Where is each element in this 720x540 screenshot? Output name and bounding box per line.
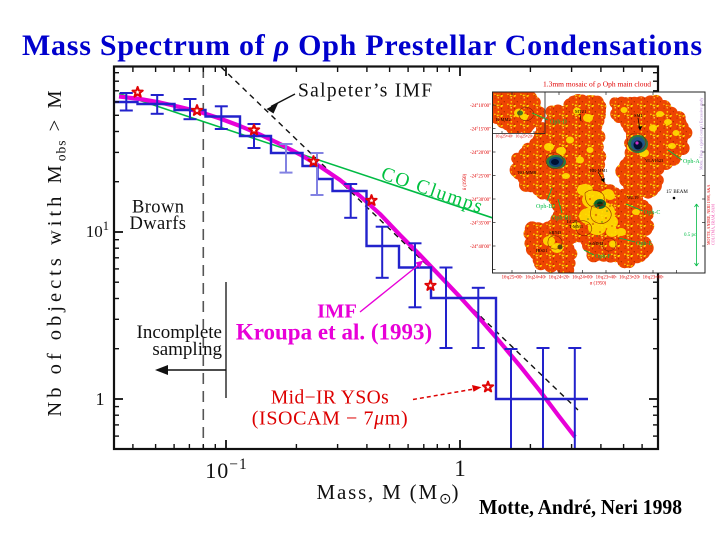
svg-text:16ʮ23ᵐ40ˢ: 16ʮ23ᵐ40ˢ	[596, 276, 617, 281]
svg-text:1: 1	[96, 389, 105, 409]
svg-text:δ (1950): δ (1950)	[463, 173, 468, 190]
svg-text:16ʮ24ᵐ00ˢ: 16ʮ24ᵐ00ˢ	[572, 276, 593, 281]
svg-text:Salpeter’s IMF: Salpeter’s IMF	[298, 81, 433, 102]
svg-text:T-MM1: T-MM1	[569, 224, 583, 229]
svg-text:S-MM2: S-MM2	[589, 241, 603, 246]
svg-text:Oph-B2: Oph-B2	[536, 204, 555, 210]
svg-text:α (1950): α (1950)	[590, 282, 607, 287]
svg-text:Oph-C: Oph-C	[644, 210, 660, 216]
svg-text:Oph-A: Oph-A	[683, 159, 700, 165]
svg-text:VLA1623: VLA1623	[645, 158, 664, 163]
svg-text:MOTTE, ANDRE, NERI 1998, A&A: MOTTE, ANDRE, NERI 1998, A&A	[706, 185, 712, 245]
svg-text:16ʮ24ᵐ20ˢ: 16ʮ24ᵐ20ˢ	[549, 276, 570, 281]
svg-text:Mass, M (M⊙): Mass, M (M⊙)	[317, 480, 461, 508]
svg-text:Oph-D: Oph-D	[550, 120, 567, 126]
svg-text:BR-MM1: BR-MM1	[590, 168, 608, 173]
svg-text:16ʮ25ᵐ40ˢ: 16ʮ25ᵐ40ˢ	[495, 134, 512, 139]
svg-text:-24°35′00″: -24°35′00″	[470, 222, 491, 227]
svg-text:-24°10′00″: -24°10′00″	[470, 104, 491, 109]
svg-text:Motte, André, Neri 1998: Motte, André, Neri 1998	[479, 495, 682, 519]
svg-text:IRS51: IRS51	[536, 248, 548, 253]
svg-text:-24°40′00″: -24°40′00″	[470, 245, 491, 250]
svg-text:16ʮ23ᵐ00ˢ: 16ʮ23ᵐ00ˢ	[643, 276, 664, 281]
svg-text:10−1: 10−1	[205, 456, 248, 483]
svg-text:Oph-F: Oph-F	[595, 254, 611, 260]
svg-text:16ʮ25ᵐ20ˢ: 16ʮ25ᵐ20ˢ	[515, 134, 532, 139]
svg-text:SM1: SM1	[634, 113, 643, 118]
svg-text:Oph-B1: Oph-B1	[552, 216, 571, 222]
svg-text:1: 1	[454, 456, 466, 481]
svg-text:Mass Spectrum of ρ Oph Prestel: Mass Spectrum of ρ Oph Prestellar Conden…	[22, 29, 702, 62]
svg-text:0.5 pc: 0.5 pc	[684, 233, 697, 238]
svg-text:Dwarfs: Dwarfs	[130, 214, 187, 234]
svg-text:sampling: sampling	[152, 339, 222, 360]
svg-text:B-MM2: B-MM2	[496, 117, 511, 122]
svg-text:BO-MM8: BO-MM8	[518, 170, 537, 175]
svg-text:COL/TMA, IRAM, 8AM: COL/TMA, IRAM, 8AM	[711, 204, 717, 245]
svg-text:16ʮ24ᵐ40ˢ: 16ʮ24ᵐ40ˢ	[525, 276, 546, 281]
svg-text:SR543: SR543	[549, 230, 562, 235]
svg-text:16ʮ25ᵐ00ˢ: 16ʮ25ᵐ00ˢ	[502, 276, 523, 281]
svg-text:-24°15′00″: -24°15′00″	[470, 128, 491, 133]
svg-text:Oph-E: Oph-E	[636, 241, 652, 247]
svg-text:-24°20′00″: -24°20′00″	[470, 151, 491, 156]
svg-text:Nb of objects with Mobs > M: Nb of objects with Mobs > M	[44, 87, 69, 416]
svg-text:MT21: MT21	[575, 109, 586, 114]
svg-text:IMF: IMF	[317, 301, 357, 323]
svg-text:15′ BEAM: 15′ BEAM	[666, 190, 688, 195]
svg-text:LC28: LC28	[567, 219, 578, 224]
svg-text:WL19: WL19	[627, 195, 639, 200]
svg-text:-24°30′00″: -24°30′00″	[470, 198, 491, 203]
svg-text:16ʮ23ᵐ20ˢ: 16ʮ23ᵐ20ˢ	[619, 276, 640, 281]
svg-text:(ISOCAM − 7μm): (ISOCAM − 7μm)	[252, 408, 408, 430]
svg-text:-24°25′00″: -24°25′00″	[470, 175, 491, 180]
svg-text:1.3mm mosaic of ρ Oph main clo: 1.3mm mosaic of ρ Oph main cloud	[543, 80, 651, 89]
svg-text:Brown: Brown	[132, 198, 184, 218]
svg-text:Mid−IR YSOs: Mid−IR YSOs	[271, 388, 389, 409]
svg-text:Kroupa et al. (1993): Kroupa et al. (1993)	[236, 320, 432, 345]
svg-text:Incomplete: Incomplete	[137, 322, 222, 343]
svg-text:Motte, Friep + (priv) comm) Ex: Motte, Friep + (priv) comm) Excessive st…	[699, 98, 705, 170]
